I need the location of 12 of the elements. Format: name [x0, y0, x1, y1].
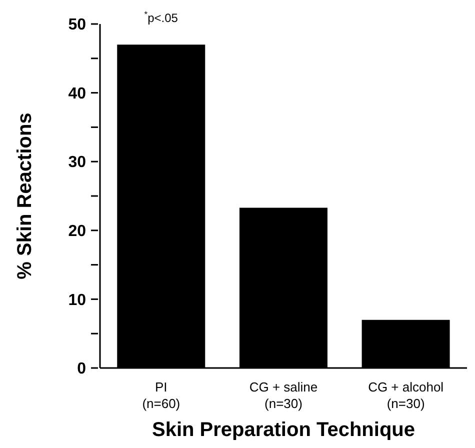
- y-tick-label: 20: [68, 223, 86, 240]
- x-tick-label: CG + saline (n=30): [249, 380, 318, 411]
- x-tick-label: PI (n=60): [142, 380, 180, 411]
- annotation: $^{*}$p<.05: [144, 9, 178, 25]
- y-axis-title: % Skin Reactions: [14, 112, 36, 280]
- x-axis-title: Skin Preparation Technique: [152, 419, 416, 441]
- y-tick-label: 30: [68, 154, 86, 172]
- y-tick-label: 0: [77, 360, 86, 378]
- y-tick-label: 10: [68, 292, 86, 309]
- x-tick-label: CG + alcohol (n=30): [368, 380, 444, 411]
- y-tick-label: 40: [68, 85, 86, 102]
- y-tick-label: 50: [68, 16, 86, 34]
